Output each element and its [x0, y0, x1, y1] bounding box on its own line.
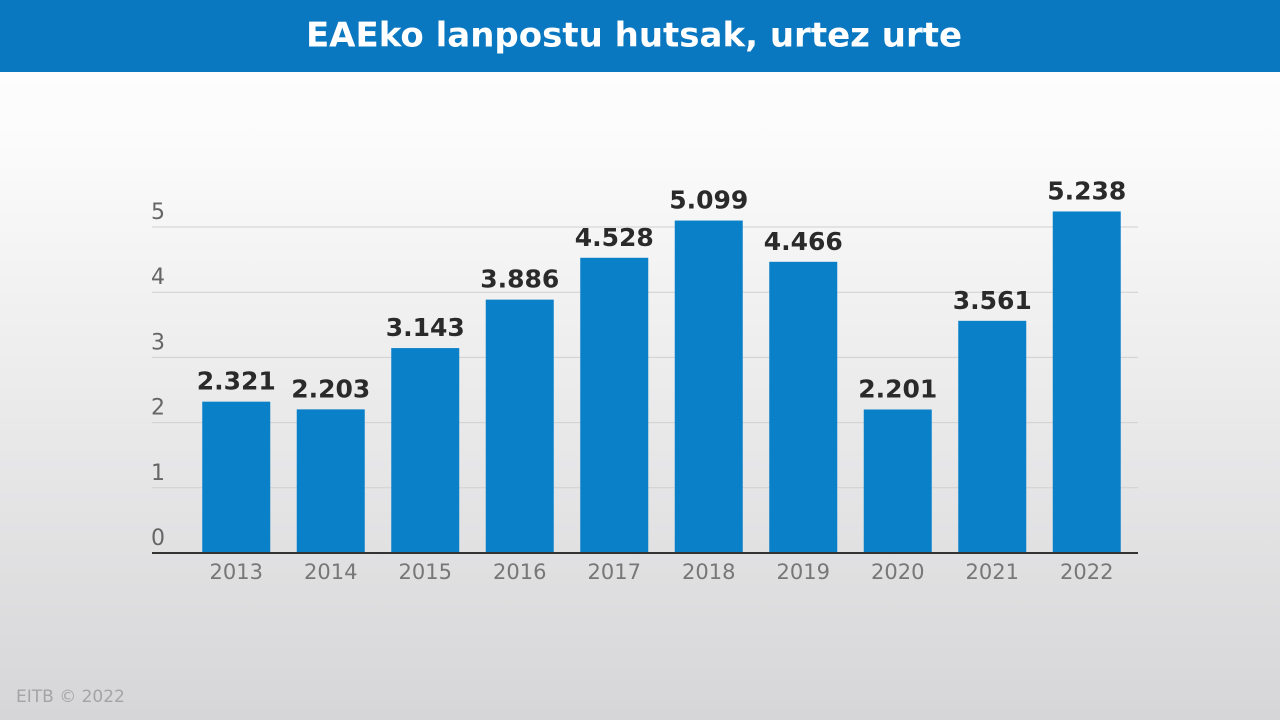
y-tick-label: 1: [151, 461, 165, 486]
y-tick-label: 2: [151, 396, 165, 421]
y-tick-label: 5: [151, 200, 165, 225]
bar: [485, 299, 554, 553]
x-tick-label: 2017: [588, 560, 641, 584]
data-label: 2.203: [291, 374, 370, 403]
bar: [580, 257, 649, 553]
y-tick-label: 0: [151, 526, 165, 551]
bar: [391, 348, 460, 553]
data-label: 2.201: [858, 374, 937, 403]
bar: [769, 261, 838, 553]
data-label: 3.561: [953, 286, 1032, 315]
data-label: 3.886: [480, 265, 559, 294]
bar: [1052, 211, 1121, 553]
x-tick-label: 2014: [304, 560, 357, 584]
y-tick-label: 4: [151, 265, 165, 290]
x-tick-label: 2020: [871, 560, 924, 584]
data-label: 4.466: [764, 227, 843, 256]
bar: [202, 401, 271, 553]
data-label: 5.099: [669, 186, 748, 215]
x-tick-label: 2015: [399, 560, 452, 584]
x-tick-label: 2022: [1060, 560, 1113, 584]
source: EITB © 2022: [16, 687, 125, 707]
data-label: 4.528: [575, 223, 654, 252]
bar: [863, 409, 932, 553]
bar: [674, 220, 743, 553]
data-label: 3.143: [386, 313, 465, 342]
x-tick-label: 2013: [210, 560, 263, 584]
x-tick-label: 2021: [966, 560, 1019, 584]
y-tick-label: 3: [151, 330, 165, 355]
x-tick-label: 2019: [777, 560, 830, 584]
chart-title: EAEko lanpostu hutsak, urtez urte: [306, 16, 962, 56]
title-bar: [0, 0, 1280, 72]
x-tick-label: 2018: [682, 560, 735, 584]
x-tick-label: 2016: [493, 560, 546, 584]
bar: [958, 320, 1027, 553]
data-label: 5.238: [1047, 176, 1126, 205]
bar: [296, 409, 365, 553]
data-label: 2.321: [197, 367, 276, 396]
